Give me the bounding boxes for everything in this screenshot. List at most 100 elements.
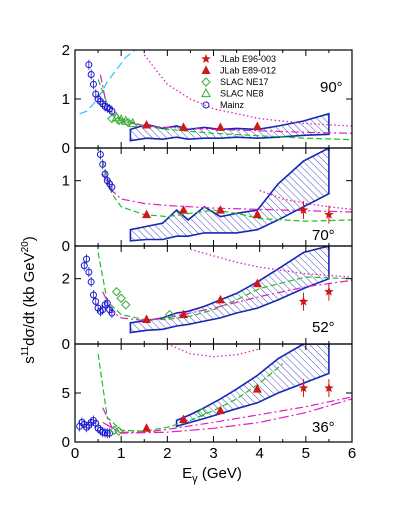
magenta-dash — [102, 173, 352, 213]
slac-ne17-point — [121, 300, 131, 310]
slac-ne17-point — [164, 309, 175, 320]
mainz-point — [83, 255, 91, 263]
y-tick-label: 0 — [62, 140, 70, 157]
mainz-point — [92, 298, 100, 306]
mainz-point — [87, 418, 95, 426]
slac-ne17-point — [116, 293, 126, 303]
jlab-e89-012-point — [142, 119, 152, 129]
legend-label: JLab E96-003 — [220, 54, 276, 64]
magenta-dot — [259, 189, 352, 211]
plot-area — [76, 344, 352, 439]
x-axis-label: Eγ (GeV) — [182, 465, 242, 485]
angle-label: 90° — [320, 79, 343, 96]
legend-marker — [202, 101, 210, 109]
x-tick-label: 6 — [348, 445, 356, 462]
mainz-point — [99, 160, 107, 168]
jlab-e89-012-point — [252, 209, 262, 219]
mainz-point — [76, 422, 84, 430]
plot-area — [96, 148, 352, 242]
green-curve — [102, 160, 352, 222]
magenta-dot — [143, 54, 352, 127]
legend-label: SLAC NE8 — [220, 89, 264, 99]
jlab-e89-012-point — [142, 209, 152, 219]
x-tick-label: 1 — [117, 445, 125, 462]
jlab-e89-012-point — [252, 121, 262, 130]
jlab-e89-012-point — [178, 205, 188, 214]
legend-marker — [201, 54, 211, 63]
legend-label: SLAC NE17 — [220, 77, 269, 87]
jlab-e96-003-point — [324, 286, 334, 296]
y-tick-label: 2 — [62, 42, 70, 59]
band — [129, 246, 330, 334]
jlab-e96-003-point — [298, 383, 309, 393]
jlab-e89-012-point — [142, 314, 152, 323]
mainz-point — [78, 418, 86, 426]
mainz-point — [89, 80, 97, 88]
slac-ne17-point — [197, 407, 207, 418]
mainz-point — [85, 268, 93, 276]
band — [129, 148, 330, 242]
band — [175, 344, 330, 428]
slac-ne17-point — [114, 426, 124, 436]
magenta-dot — [167, 344, 260, 358]
jlab-e89-012-point — [178, 414, 188, 423]
plot-area — [80, 246, 352, 334]
y-tick-label: 0 — [62, 434, 70, 451]
panel-36deg: 0 5 36° — [62, 343, 353, 451]
x-tick-label: 4 — [255, 445, 263, 462]
magenta-dash — [99, 74, 352, 134]
panel-52deg: 0 2 52° — [62, 245, 353, 353]
mainz-point — [89, 291, 97, 299]
jlab-e89-012-point — [252, 384, 262, 393]
mainz-point — [108, 309, 116, 317]
y-tick-label: 1 — [62, 91, 70, 108]
mainz-point — [87, 278, 95, 286]
mainz-point — [87, 71, 95, 78]
y-tick-label: 2 — [62, 271, 70, 288]
x-tick-label: 3 — [209, 445, 217, 462]
jlab-e89-012-point — [178, 122, 188, 131]
legend-label: Mainz — [220, 100, 245, 110]
y-tick-label: 5 — [62, 385, 70, 402]
x-tick-label: 2 — [163, 445, 171, 462]
panel-90deg: 0 1 2 90° — [62, 42, 353, 157]
legend-marker — [201, 87, 211, 98]
jlab-e96-003-point — [324, 209, 334, 219]
jlab-e89-012-point — [252, 278, 262, 288]
angle-label: 70° — [312, 227, 335, 244]
slac-ne8-point — [127, 117, 138, 128]
slac-ne8-point — [111, 112, 122, 122]
y-tick-label: 0 — [62, 238, 70, 255]
slac-ne8-point — [120, 115, 131, 125]
mainz-point — [108, 183, 116, 191]
mainz-point — [80, 262, 88, 270]
mainz-point — [83, 423, 91, 431]
panel-70deg: 0 1 70° — [62, 147, 353, 255]
x-tick-label: 5 — [302, 445, 310, 462]
jlab-e89-012-point — [215, 294, 225, 304]
slac-ne8-point — [116, 114, 127, 124]
legend-marker — [201, 65, 211, 74]
y-tick-label: 0 — [62, 336, 70, 353]
jlab-e96-003-point — [324, 383, 334, 393]
jlab-e89-012-point — [215, 205, 225, 214]
mainz-point — [101, 170, 109, 178]
jlab-e89-012-point — [215, 122, 225, 131]
slac-ne17-point — [111, 287, 122, 297]
jlab-e96-003-point — [298, 296, 309, 306]
mainz-point — [103, 299, 111, 307]
y-axis-label: s11dσ/dt (kb GeV20) — [20, 236, 38, 363]
y-tick-label: 1 — [62, 173, 70, 190]
jlab-e96-003-point — [298, 205, 309, 215]
green-curve — [97, 353, 284, 432]
angle-label: 36° — [312, 419, 335, 436]
jlab-e89-012-point — [178, 309, 188, 319]
angle-label: 52° — [312, 319, 335, 336]
mainz-point — [96, 151, 104, 159]
legend-marker — [201, 77, 211, 87]
legend-label: JLab E89-012 — [220, 66, 276, 76]
band — [129, 112, 330, 142]
